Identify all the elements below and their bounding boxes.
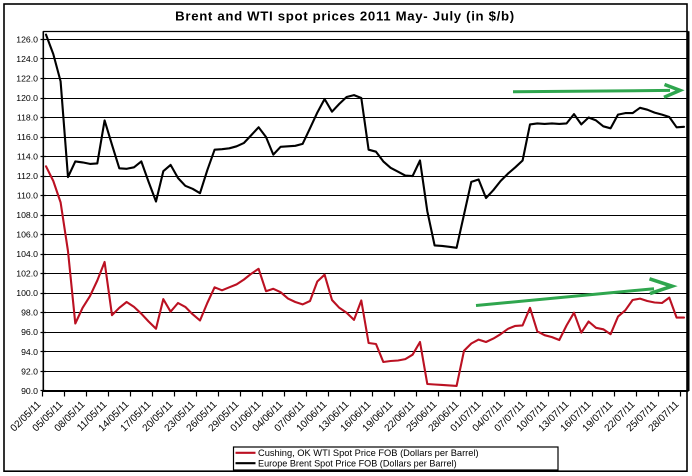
svg-text:118.0: 118.0 [17, 113, 38, 123]
svg-text:100.0: 100.0 [16, 288, 38, 298]
svg-text:90.0: 90.0 [21, 386, 38, 396]
svg-text:98.0: 98.0 [21, 308, 38, 318]
svg-text:Cushing, OK WTI Spot Price FOB: Cushing, OK WTI Spot Price FOB (Dollars … [258, 448, 479, 458]
svg-text:Brent and WTI spot prices 2011: Brent and WTI spot prices 2011 May- July… [175, 9, 515, 24]
svg-text:120.0: 120.0 [16, 93, 38, 103]
svg-text:110.0: 110.0 [17, 191, 38, 201]
svg-text:Europe Brent Spot Price FOB (D: Europe Brent Spot Price FOB (Dollars per… [258, 459, 457, 469]
svg-text:122.0: 122.0 [16, 74, 38, 84]
svg-text:116.0: 116.0 [17, 132, 38, 142]
svg-text:114.0: 114.0 [17, 152, 38, 162]
svg-text:124.0: 124.0 [16, 54, 38, 64]
svg-text:96.0: 96.0 [21, 327, 38, 337]
svg-text:92.0: 92.0 [21, 366, 38, 376]
svg-text:106.0: 106.0 [16, 230, 38, 240]
svg-text:112.0: 112.0 [17, 171, 38, 181]
svg-text:94.0: 94.0 [21, 347, 38, 357]
svg-text:126.0: 126.0 [16, 34, 38, 44]
svg-text:108.0: 108.0 [16, 210, 38, 220]
svg-text:104.0: 104.0 [16, 249, 38, 259]
svg-text:102.0: 102.0 [16, 269, 38, 279]
